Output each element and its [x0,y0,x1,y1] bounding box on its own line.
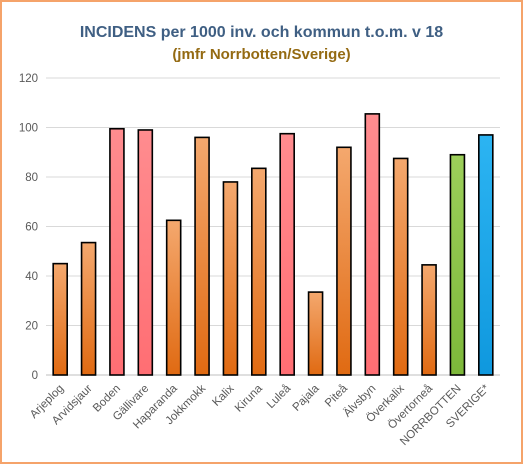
y-tick-label: 60 [25,222,38,234]
x-tick-label: Kalix [210,382,236,408]
bar-kalix [222,181,239,376]
bar-boden [109,127,125,376]
y-tick-label: 120 [19,73,38,85]
bar-piteå [336,146,352,376]
bar-pajala [307,291,324,376]
bars [52,113,494,376]
y-tick-label: 100 [19,123,38,135]
bar-överkalix [392,157,409,376]
x-axis-ticks: ArjeplogArvidsjaurBodenGällivareHaparand… [28,382,492,448]
bar-älvsbyn [364,113,381,376]
bar-sverige [478,134,494,376]
y-tick-label: 0 [32,370,38,382]
chart-title: INCIDENS per 1000 inv. och kommun t.o.m.… [79,24,444,41]
bar-haparanda [165,219,182,376]
chart-subtitle: (jmfr Norrbotten/Sverige) [172,46,351,63]
bar-norrbotten [449,153,466,376]
y-axis-ticks: 0 20 40 60 80 100 120 [19,73,38,382]
y-tick-label: 20 [25,321,38,333]
bar-luleå [279,132,295,376]
bar-arvidsjaur [80,241,97,376]
y-tick-label: 40 [25,271,38,283]
bar-kiruna [251,167,267,376]
bar-övertorneå [421,264,437,376]
x-tick-label: Kiruna [233,382,265,414]
bar-gällivare [137,129,154,376]
bar-arjeplog [52,262,68,376]
bar-jokkmokk [194,136,210,376]
y-tick-label: 80 [25,172,38,184]
x-tick-label: Luleå [265,382,294,411]
x-tick-label: Pajala [291,382,323,414]
